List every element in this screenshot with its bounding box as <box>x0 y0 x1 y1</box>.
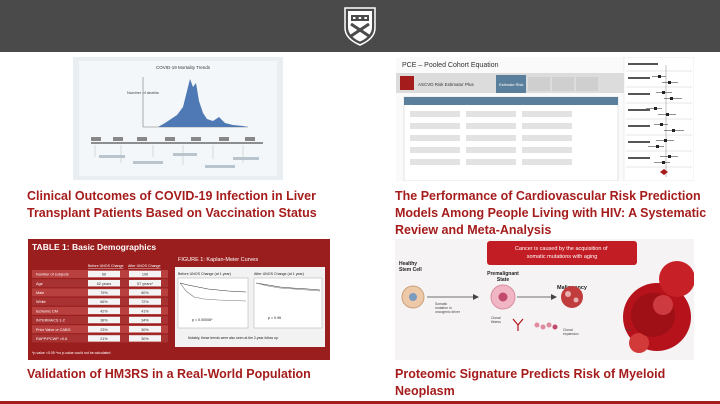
table-row-label: Prior Valve or CABG <box>36 328 71 332</box>
table-cell <box>88 289 120 296</box>
pce-heading: PCE – Pooled Cohort Equation <box>402 62 499 69</box>
malignant-cell-icon <box>561 286 583 308</box>
table-cell-value: 42% <box>100 309 108 313</box>
table-cell <box>88 298 120 305</box>
bottom-accent-line <box>0 401 720 404</box>
panel2-label: After UNOS Change (at 1 year) <box>254 272 304 276</box>
table-row-label: RAPP/PCWP >0.6 <box>36 337 67 341</box>
pce-tab-estimate: Estimate Risk <box>499 82 523 87</box>
table-cell-value: 21% <box>100 337 108 341</box>
table-cell <box>88 326 120 333</box>
col-after: After UNOS Change <box>128 264 161 268</box>
clonal-fitness-label: Clonal fitness <box>491 316 501 324</box>
header-bar <box>0 0 720 52</box>
table-cell-value: 80% <box>141 291 149 295</box>
table-cell-value: 106 <box>142 273 148 277</box>
table-cell <box>88 270 120 278</box>
pce-app-name: ASCVD Risk Estimator Plus <box>418 82 475 87</box>
table-cell <box>129 280 161 287</box>
table-cell <box>129 307 161 314</box>
table-cell <box>129 316 161 324</box>
table-cell <box>88 335 120 342</box>
table-cell-value: 30% <box>141 328 149 332</box>
table-cell-value: 62 years <box>97 282 112 286</box>
university-shield-icon[interactable] <box>343 6 377 46</box>
table-cell-value: 66% <box>100 300 108 304</box>
table-row-label: Ischemic CM <box>36 309 58 313</box>
figure-title: FIGURE 1: Kaplan-Meier Curves <box>178 257 258 263</box>
covid-chart-heading: COVID-19 Mortality Trends <box>156 65 211 70</box>
table-cell-value: 57 years* <box>137 282 154 286</box>
table-footnote: *p-value <0.05 ^no p-value could not be … <box>32 351 110 355</box>
panel1-label: Before UNOS Change (at 1 year) <box>178 272 231 276</box>
table-cell-value: 79% <box>100 291 108 295</box>
table-cell <box>129 326 161 333</box>
table-cell <box>129 298 161 305</box>
thumbnail-proteomic[interactable]: Cancer is caused by the acquisition of s… <box>395 239 694 360</box>
table-cell <box>88 316 120 324</box>
thumbnail-covid[interactable]: COVID-19 Mortality Trends Number of deat… <box>73 57 283 180</box>
stage-premalignant-label: Premalignant State <box>487 271 519 283</box>
table-cell <box>129 289 161 296</box>
card-title-pce[interactable]: The Performance of Cardiovascular Risk P… <box>395 189 707 237</box>
p-value-1: p = 0.00006* <box>192 318 213 322</box>
table-cell-value: 66 <box>102 273 106 277</box>
p-value-2: p = 0.96 <box>268 316 281 320</box>
table-cell <box>129 270 161 278</box>
table-row-label: Age <box>36 282 43 286</box>
table-cell-value: 30% <box>141 337 149 341</box>
banner-text: Cancer is caused by the acquisition of s… <box>515 246 609 260</box>
table-cell <box>88 307 120 314</box>
thumbnail-hm3rs[interactable]: TABLE 1: Basic Demographics Before UNOS … <box>28 239 330 360</box>
table-cell-value: 72% <box>141 300 149 304</box>
table-row-label: Number of subjects <box>36 273 69 277</box>
card-title-proteomic[interactable]: Proteomic Signature Predicts Risk of Mye… <box>395 367 666 398</box>
clonal-expansion-label: Clonal expansion <box>563 328 579 336</box>
table-row-label: INTERMACS 1-2 <box>36 319 65 323</box>
table-cell <box>88 280 120 287</box>
somatic-mutation-label: Somatic mutation in oncogenic driver <box>435 302 461 314</box>
table-cell-value: 23% <box>100 328 108 332</box>
table-cell-value: 38% <box>100 319 108 323</box>
table-row-label: Male <box>36 291 44 295</box>
table-row-label: White <box>36 300 46 304</box>
table-title: TABLE 1: Basic Demographics <box>32 242 156 252</box>
stage-healthy-label: Healthy Stem Cell <box>399 261 422 273</box>
kaplan-note: Notably, these trends were also seen at … <box>188 336 279 340</box>
table-cell-value: 34% <box>141 319 149 323</box>
card-title-covid[interactable]: Clinical Outcomes of COVID-19 Infection … <box>27 189 317 220</box>
thumbnail-pce[interactable]: PCE – Pooled Cohort Equation ASCVD Risk … <box>396 57 694 181</box>
table-cell-value: 41% <box>141 309 149 313</box>
col-before: Before UNOS Change <box>88 264 124 268</box>
card-title-hm3rs[interactable]: Validation of HM3RS in a Real-World Popu… <box>27 367 311 381</box>
table-cell <box>129 335 161 342</box>
